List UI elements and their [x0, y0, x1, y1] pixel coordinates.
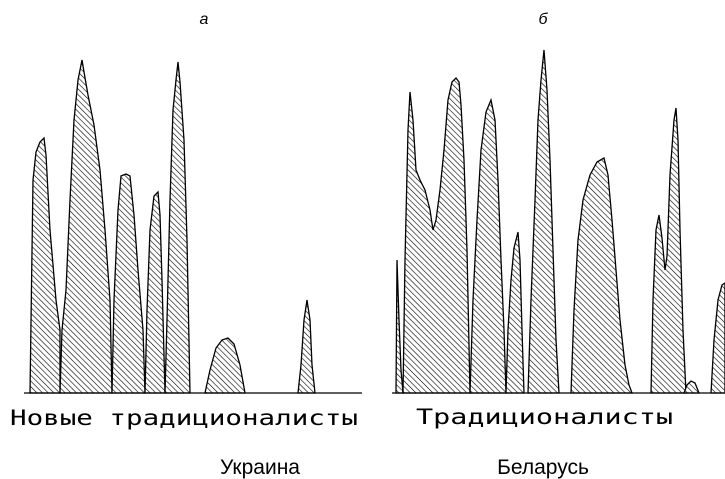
histogram-peaks-a	[29, 59, 316, 394]
peak-b-4	[505, 231, 525, 394]
country-label-a: Украина	[220, 456, 300, 479]
peak-a-1	[29, 136, 61, 394]
axis-caption-a: Новые традиционалисты	[10, 406, 358, 430]
peak-b-9	[710, 282, 725, 394]
peak-a-2	[59, 59, 113, 394]
peak-b-5	[527, 49, 560, 394]
histogram-peaks-b	[395, 49, 725, 394]
peak-b-1	[395, 259, 404, 394]
axis-caption-b: Традиционалисты	[416, 405, 673, 429]
peak-a-4	[144, 190, 166, 394]
peak-a-5	[164, 61, 191, 394]
peak-b-8	[683, 380, 700, 394]
panel-letter-b: б	[539, 11, 549, 28]
peak-a-6	[204, 337, 246, 394]
peak-a-3	[111, 173, 146, 394]
peak-b-2	[402, 77, 471, 394]
peak-b-7	[650, 107, 687, 394]
peak-b-6	[570, 157, 633, 394]
peak-b-3	[469, 97, 507, 394]
peak-a-7	[297, 299, 316, 394]
panel-letter-a: а	[200, 11, 209, 28]
country-label-b: Беларусь	[497, 456, 589, 479]
